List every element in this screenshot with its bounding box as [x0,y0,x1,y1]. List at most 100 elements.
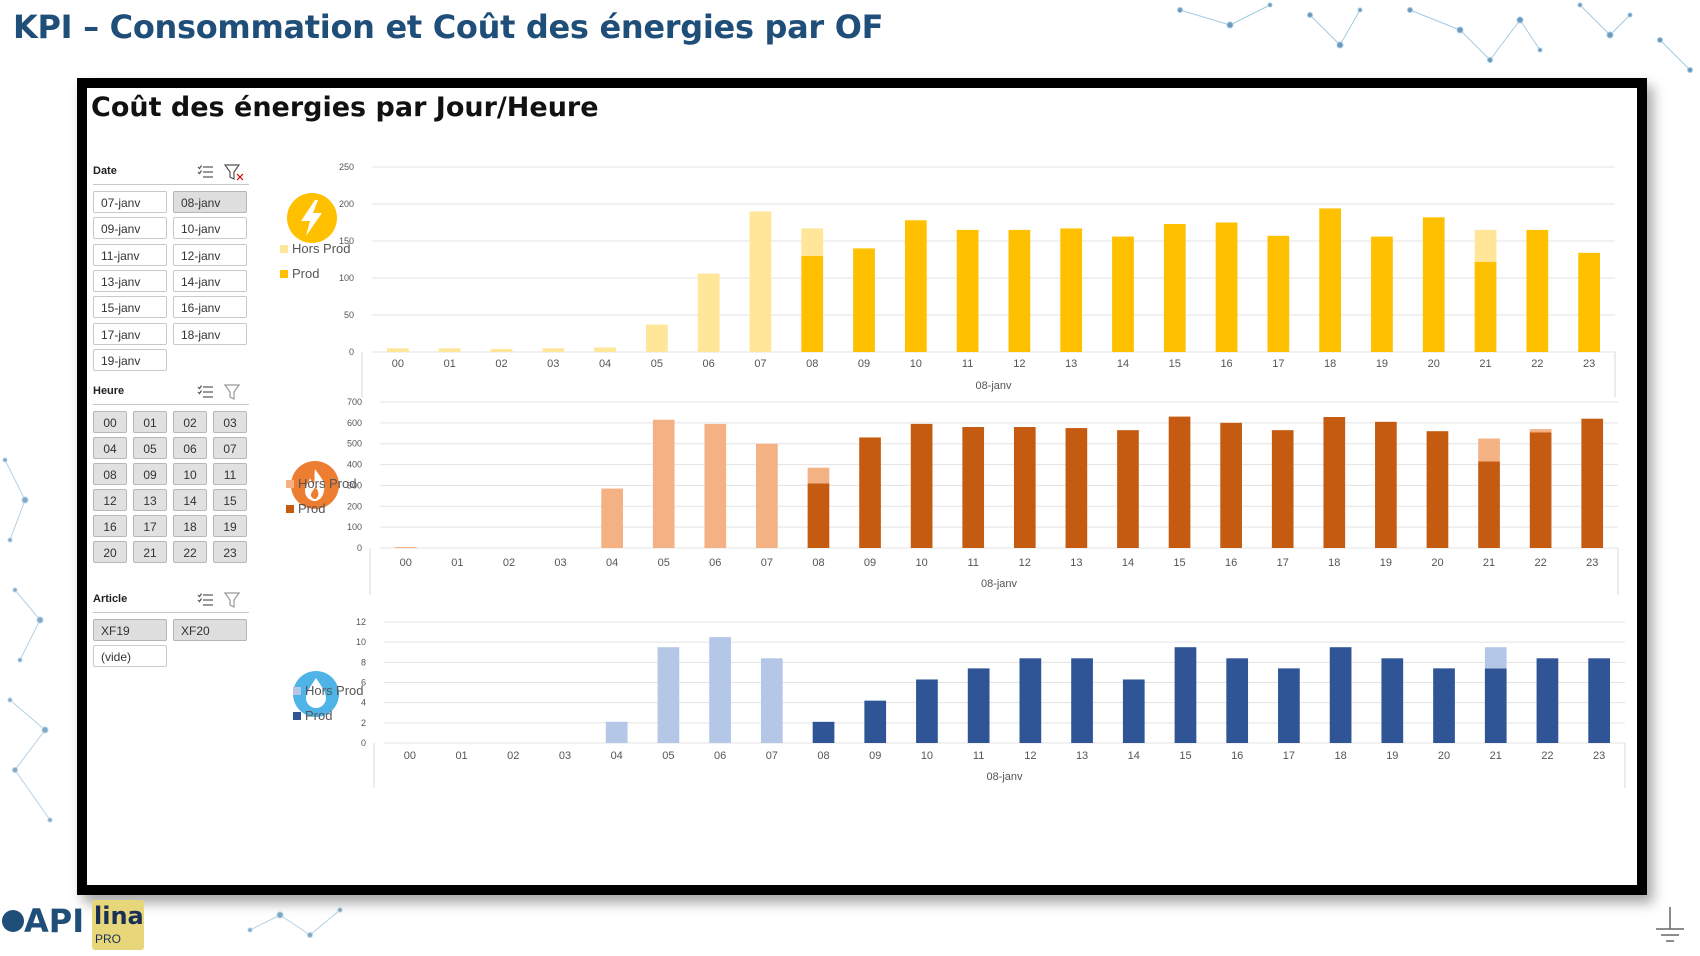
legend-item-prod[interactable]: Prod [286,496,357,521]
filter-icon[interactable] [223,592,241,608]
bar-prod[interactable] [1013,427,1036,548]
bar-hors-prod[interactable] [709,637,731,743]
bar-prod[interactable] [1215,222,1238,353]
bar-prod[interactable] [1422,217,1445,352]
slicer-item-00[interactable]: 00 [93,411,127,433]
multi-select-icon[interactable] [197,165,213,178]
bar-prod[interactable] [801,255,824,352]
bar-prod[interactable] [1381,658,1404,743]
bar-prod[interactable] [1008,229,1031,352]
slicer-item-04[interactable]: 04 [93,437,127,459]
slicer-item-22[interactable]: 22 [173,541,207,563]
bar-hors-prod[interactable] [1529,429,1552,433]
bar-hors-prod[interactable] [652,419,675,548]
slicer-item-vide[interactable]: (vide) [93,645,167,667]
slicer-item-23[interactable]: 23 [213,541,247,563]
slicer-item-16[interactable]: 16 [93,515,127,537]
bar-prod[interactable] [1329,647,1352,743]
bar-prod[interactable] [1071,658,1093,743]
bar-hors-prod[interactable] [594,347,616,352]
slicer-item-10janv[interactable]: 10-janv [173,217,247,240]
bar-prod[interactable] [1112,236,1134,352]
slicer-item-15janv[interactable]: 15-janv [93,296,167,319]
slicer-item-xf20[interactable]: XF20 [173,619,247,641]
legend-item-hors-prod[interactable]: Hors Prod [286,471,357,496]
bar-hors-prod[interactable] [1484,647,1507,669]
slicer-item-07janv[interactable]: 07-janv [93,191,167,213]
bar-prod[interactable] [1163,223,1186,352]
bar-prod[interactable] [1526,229,1549,352]
bar-prod[interactable] [1060,228,1083,352]
slicer-item-12janv[interactable]: 12-janv [173,243,247,266]
bar-prod[interactable] [1323,417,1346,548]
bar-prod[interactable] [812,721,835,743]
bar-prod[interactable] [956,229,979,352]
bar-prod[interactable] [1122,679,1145,743]
slicer-item-11[interactable]: 11 [213,463,247,485]
bar-hors-prod[interactable] [704,423,727,548]
slicer-item-05[interactable]: 05 [133,437,167,459]
bar-hors-prod[interactable] [801,228,824,256]
legend-item-hors-prod[interactable]: Hors Prod [293,678,364,703]
bar-hors-prod[interactable] [605,721,628,743]
slicer-item-10[interactable]: 10 [173,463,207,485]
bar-prod[interactable] [859,437,881,548]
slicer-item-01[interactable]: 01 [133,411,167,433]
slicer-item-17janv[interactable]: 17-janv [93,322,167,345]
slicer-item-17[interactable]: 17 [133,515,167,537]
slicer-item-18janv[interactable]: 18-janv [173,322,247,345]
bar-prod[interactable] [1529,432,1552,548]
bar-prod[interactable] [1174,647,1197,743]
bar-hors-prod[interactable] [697,273,720,352]
multi-select-icon[interactable] [197,593,213,606]
slicer-item-08[interactable]: 08 [93,463,127,485]
bar-hors-prod[interactable] [756,443,778,548]
legend-item-hors-prod[interactable]: Hors Prod [280,236,351,261]
bar-prod[interactable] [864,700,887,743]
bar-prod[interactable] [1220,422,1242,548]
bar-prod[interactable] [1581,418,1604,548]
slicer-item-13[interactable]: 13 [133,489,167,511]
bar-prod[interactable] [1578,252,1600,352]
slicer-item-11janv[interactable]: 11-janv [93,243,167,266]
multi-select-icon[interactable] [197,385,213,398]
bar-prod[interactable] [967,668,990,743]
slicer-item-19janv[interactable]: 19-janv [93,348,167,371]
bar-hors-prod[interactable] [645,324,668,352]
bar-prod[interactable] [1588,658,1611,743]
bar-hors-prod[interactable] [1474,229,1497,262]
bar-prod[interactable] [910,423,933,548]
bar-hors-prod[interactable] [807,467,830,484]
legend-item-prod[interactable]: Prod [280,261,351,286]
slicer-item-09janv[interactable]: 09-janv [93,217,167,240]
bar-hors-prod[interactable] [601,488,623,548]
slicer-item-08janv[interactable]: 08-janv [173,191,247,213]
legend-item-prod[interactable]: Prod [293,703,364,728]
slicer-item-12[interactable]: 12 [93,489,127,511]
bar-prod[interactable] [1065,428,1088,548]
bar-prod[interactable] [1375,421,1397,548]
bar-prod[interactable] [1278,668,1300,743]
slicer-item-18[interactable]: 18 [173,515,207,537]
slicer-item-09[interactable]: 09 [133,463,167,485]
bar-prod[interactable] [1474,261,1497,352]
bar-hors-prod[interactable] [490,349,513,352]
bar-prod[interactable] [1226,658,1249,743]
bar-prod[interactable] [1267,235,1290,352]
bar-prod[interactable] [1371,236,1393,352]
slicer-item-03[interactable]: 03 [213,411,247,433]
bar-prod[interactable] [1271,430,1294,548]
bar-prod[interactable] [1168,416,1191,548]
bar-hors-prod[interactable] [760,658,783,743]
slicer-item-14janv[interactable]: 14-janv [173,269,247,292]
bar-hors-prod[interactable] [542,348,565,352]
bar-prod[interactable] [853,248,875,352]
bar-hors-prod[interactable] [394,546,417,548]
bar-prod[interactable] [962,427,985,548]
bar-hors-prod[interactable] [657,647,680,743]
bar-prod[interactable] [1536,658,1559,743]
bar-hors-prod[interactable] [749,211,772,352]
filter-icon[interactable] [223,384,241,400]
bar-hors-prod[interactable] [387,348,409,352]
slicer-item-16janv[interactable]: 16-janv [173,296,247,319]
